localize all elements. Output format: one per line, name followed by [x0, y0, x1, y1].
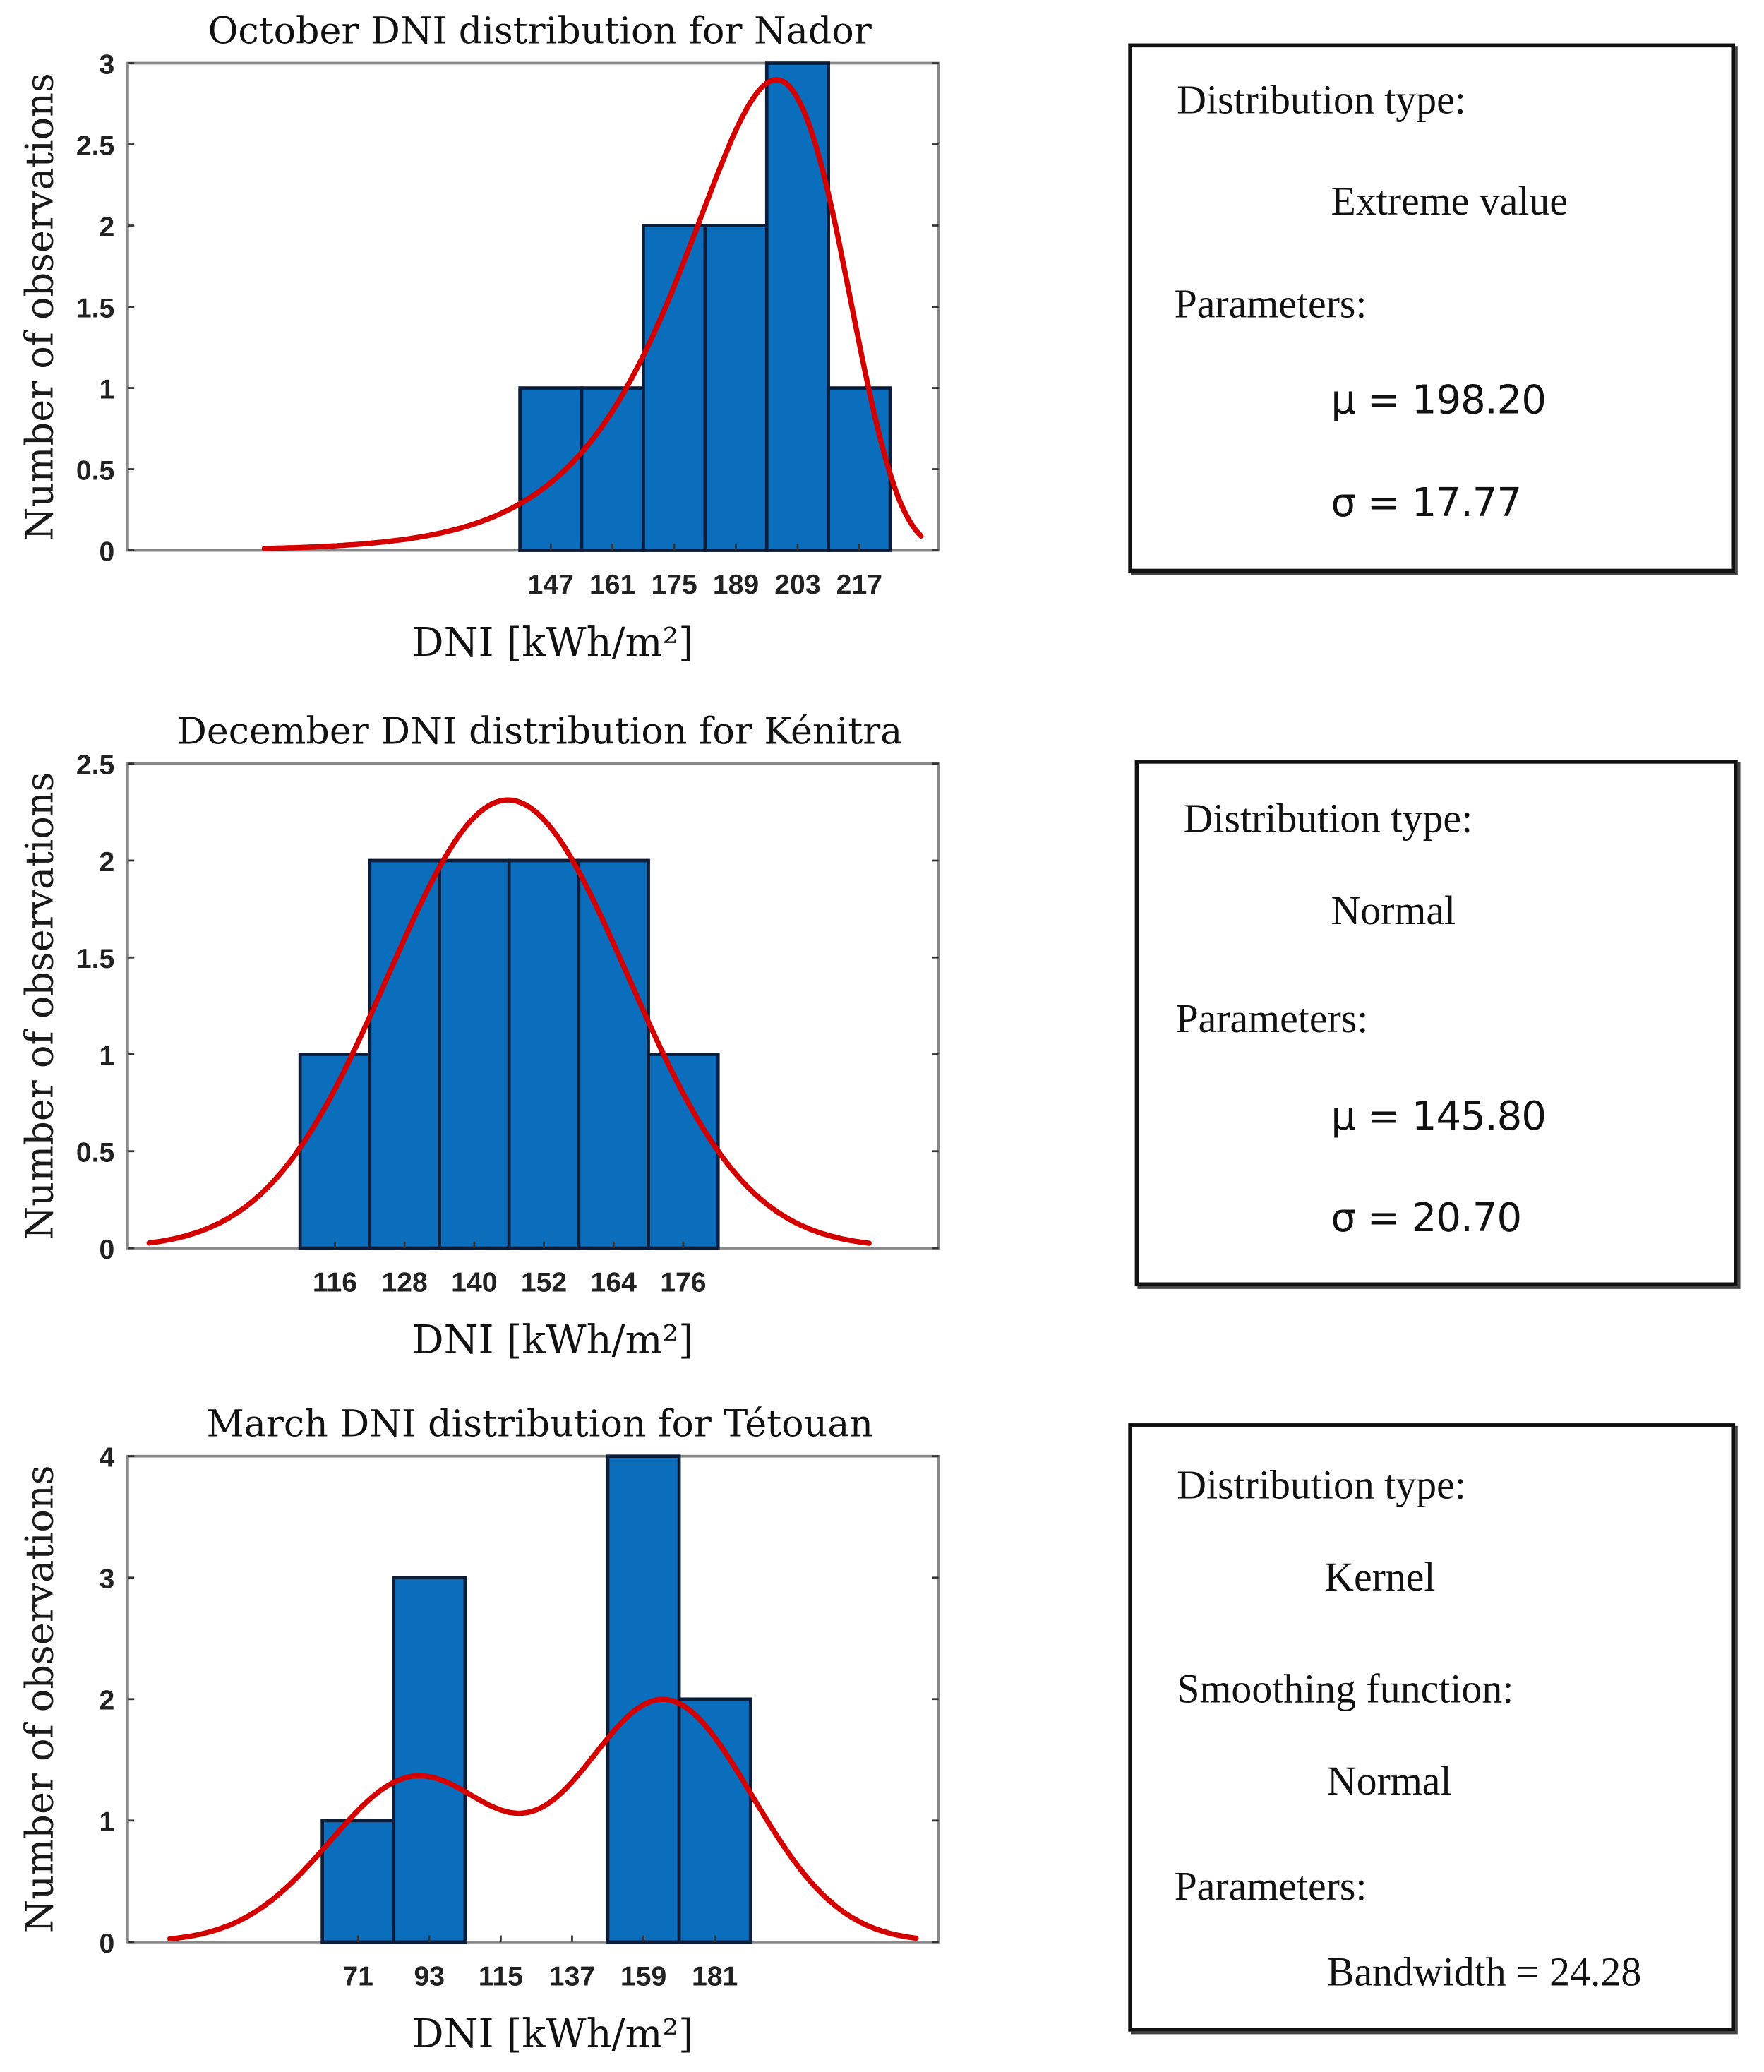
x-tick-label: 164: [591, 1268, 637, 1298]
fit-curve: [167, 1696, 919, 1942]
parameters-label: Parameters:: [1175, 995, 1369, 1042]
y-axis-label: Number of observations: [18, 73, 62, 541]
x-tick-label: 161: [589, 570, 635, 600]
y-tick-label: 1: [99, 1041, 114, 1071]
chart-december-kenitra: December DNI distribution for Kénitra Num…: [18, 711, 940, 1363]
x-tick-label: 175: [651, 570, 697, 600]
y-tick-label: 0: [99, 537, 114, 567]
chart-title: October DNI distribution for Nador: [208, 11, 872, 53]
distribution-type-label: Distribution type:: [1183, 795, 1473, 842]
x-tick-label: 159: [620, 1961, 666, 1992]
histogram-bar: [392, 1576, 467, 1944]
parameters-label: Parameters:: [1174, 1862, 1367, 1910]
y-tick-label: 2: [99, 1686, 114, 1716]
x-tick-label: 147: [528, 570, 574, 600]
y-tick-label: 0.5: [76, 455, 114, 486]
histogram-bar: [320, 1819, 396, 1944]
y-tick-label: 2.5: [76, 131, 114, 161]
mu-value: μ = 145.80: [1331, 1094, 1547, 1141]
histogram-bar: [438, 858, 511, 1250]
histogram-bar: [827, 386, 892, 552]
parameters-label: Parameters:: [1174, 280, 1367, 327]
y-axis-label: Number of observations: [18, 772, 62, 1240]
x-tick-label: 128: [381, 1268, 427, 1298]
histogram-bar: [764, 61, 830, 552]
fit-curve: [146, 797, 872, 1246]
histogram-bar: [647, 1053, 720, 1250]
distribution-panel-nador: Distribution type: Extreme value Paramet…: [1128, 43, 1736, 573]
histogram-bar: [368, 858, 441, 1250]
y-tick-label: 0: [99, 1929, 114, 1959]
distribution-panel-tetouan: Distribution type: Kernel Smoothing func…: [1128, 1423, 1736, 2032]
histogram-bar: [703, 224, 769, 552]
x-tick-label: 152: [521, 1268, 567, 1298]
chart-march-tetouan: March DNI distribution for Tétouan Number…: [18, 1403, 940, 2057]
x-tick-label: 93: [414, 1961, 445, 1992]
chart-october-nador: October DNI distribution for Nador Number…: [18, 11, 940, 666]
smoothing-function-label: Smoothing function:: [1177, 1665, 1514, 1712]
x-tick-label: 176: [660, 1268, 706, 1298]
y-axis-label: Number of observations: [18, 1465, 62, 1933]
y-tick-label: 4: [99, 1443, 114, 1473]
x-tick-label: 71: [342, 1961, 373, 1992]
distribution-type-label: Distribution type:: [1177, 76, 1466, 123]
y-tick-label: 0: [99, 1235, 114, 1265]
histogram-bar: [642, 224, 707, 552]
distribution-type-value: Extreme value: [1331, 177, 1568, 224]
x-tick-label: 203: [774, 570, 820, 600]
distribution-type-label: Distribution type:: [1177, 1461, 1466, 1508]
x-axis-label: DNI [kWh/m²]: [412, 1317, 694, 1363]
smoothing-function-value: Normal: [1326, 1757, 1452, 1804]
y-tick-label: 1: [99, 374, 114, 405]
plot-area: [126, 1454, 940, 1944]
x-tick-label: 189: [713, 570, 759, 600]
histogram-bar: [518, 386, 584, 552]
y-tick-label: 0.5: [76, 1138, 114, 1168]
y-tick-label: 1.5: [76, 293, 114, 323]
histogram-bar: [507, 858, 581, 1250]
fit-curve: [261, 77, 924, 551]
sigma-value: σ = 20.70: [1331, 1195, 1523, 1242]
y-tick-label: 2.5: [76, 750, 114, 781]
y-tick-label: 3: [99, 1564, 114, 1595]
y-tick-label: 1.5: [76, 944, 114, 974]
x-tick-label: 115: [479, 1961, 523, 1992]
sigma-value: σ = 17.77: [1331, 480, 1523, 527]
x-axis-label: DNI [kWh/m²]: [412, 2011, 694, 2057]
x-tick-label: 116: [313, 1268, 357, 1298]
chart-title: December DNI distribution for Kénitra: [177, 711, 902, 753]
x-axis-label: DNI [kWh/m²]: [412, 620, 694, 666]
y-tick-label: 3: [99, 49, 114, 80]
y-tick-label: 2: [99, 847, 114, 878]
x-tick-label: 217: [836, 570, 882, 600]
y-tick-label: 2: [99, 212, 114, 242]
histogram-bar: [298, 1053, 372, 1250]
distribution-type-value: Kernel: [1324, 1553, 1436, 1600]
histogram-bar: [577, 858, 650, 1250]
distribution-type-value: Normal: [1331, 887, 1456, 934]
chart-title: March DNI distribution for Tétouan: [206, 1403, 873, 1446]
x-tick-label: 137: [549, 1961, 595, 1992]
mu-value: μ = 198.20: [1331, 378, 1547, 424]
x-tick-label: 181: [692, 1961, 738, 1992]
y-tick-label: 1: [99, 1807, 114, 1838]
x-tick-label: 140: [451, 1268, 497, 1298]
distribution-panel-kenitra: Distribution type: Normal Parameters: μ …: [1134, 760, 1738, 1287]
bandwidth-value: Bandwidth = 24.28: [1326, 1948, 1642, 1995]
